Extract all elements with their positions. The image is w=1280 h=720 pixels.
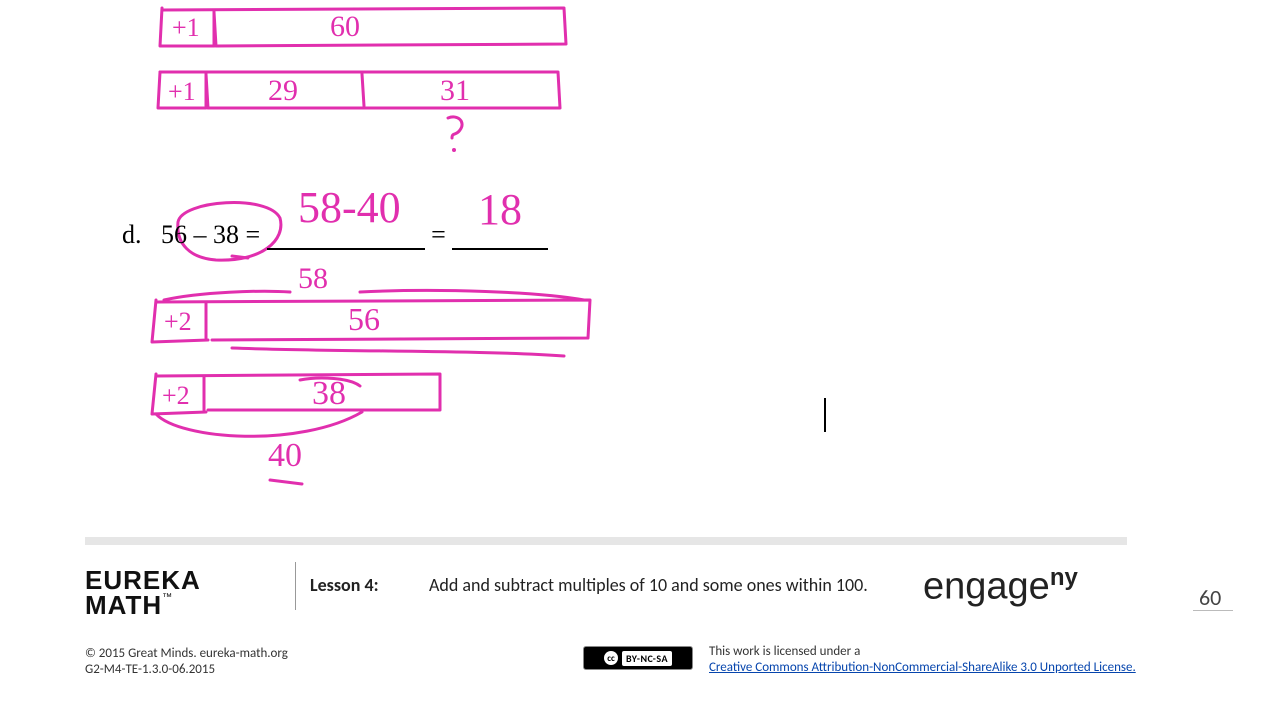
copyright-block: © 2015 Great Minds. eureka-math.org G2-M… [85,646,288,677]
copyright-line1: © 2015 Great Minds. eureka-math.org [85,646,288,662]
svg-text:31: 31 [440,74,470,107]
copyright-line2: G2-M4-TE-1.3.0-06.2015 [85,662,288,678]
trademark: ™ [162,592,173,603]
svg-text:29: 29 [268,74,298,107]
problem-d: d. 56 – 38 = = [122,218,548,250]
cc-license-badge: cc BY-NC-SA [583,646,693,670]
lesson-description: Add and subtract multiples of 10 and som… [429,574,868,596]
svg-text:58: 58 [298,262,328,295]
worksheet-page: +1 60 +1 29 31 58-40 18 58 [0,0,1280,720]
license-intro: This work is licensed under a [709,644,860,659]
engage-ny-logo: engageny [923,564,1078,609]
cc-badge-label: BY-NC-SA [622,651,672,666]
eureka-math-logo: EUREKA MATH™ [85,568,201,617]
svg-text:40: 40 [268,437,302,474]
license-text: This work is licensed under a Creative C… [709,644,1136,677]
license-link[interactable]: Creative Commons Attribution-NonCommerci… [709,660,1136,675]
cc-icon: cc [604,651,618,665]
engage-text: engage [923,566,1050,608]
svg-text:+2: +2 [164,307,192,336]
svg-text:60: 60 [330,10,360,43]
svg-text:+2: +2 [162,381,190,410]
svg-text:56: 56 [348,301,380,337]
eureka-line2: MATH [85,590,162,620]
engage-ny-suffix: ny [1050,564,1078,591]
footer-vertical-divider [295,562,296,610]
svg-text:+1: +1 [172,13,200,42]
page-number-underline [1193,610,1233,611]
equals-sign: = [431,220,446,249]
problem-expression: 56 – 38 = [161,220,260,249]
text-cursor [824,398,826,432]
svg-text:38: 38 [312,375,346,412]
lesson-label: Lesson 4: [310,574,379,596]
footer-divider [85,537,1127,545]
handwriting-layer: +1 60 +1 29 31 58-40 18 58 [0,0,1280,540]
svg-text:+1: +1 [168,77,196,106]
page-number: 60 [1199,584,1221,611]
problem-letter: d. [122,220,142,249]
